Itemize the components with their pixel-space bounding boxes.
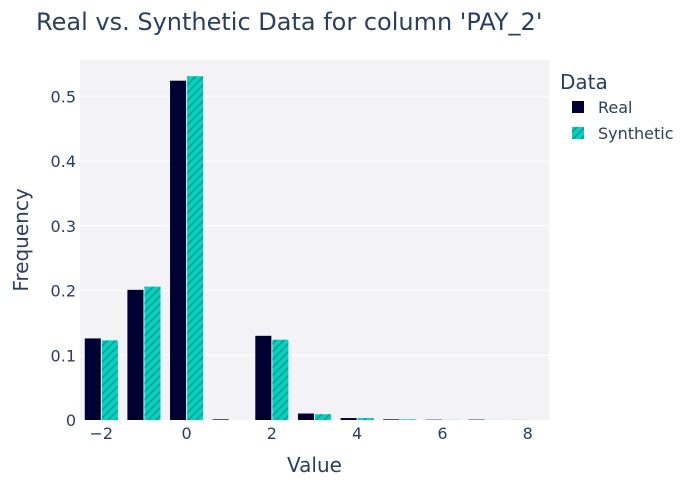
y-tick-label: 0 (66, 411, 76, 430)
bar-real-0[interactable] (170, 80, 187, 420)
bar-real-5[interactable] (383, 419, 400, 420)
bar-synthetic-0[interactable] (187, 76, 204, 421)
x-tick-label: 6 (437, 424, 447, 443)
bars (84, 76, 528, 421)
bar-synthetic-5[interactable] (400, 419, 417, 420)
bar-synthetic--1[interactable] (144, 286, 161, 420)
bar-synthetic-4[interactable] (357, 418, 374, 420)
bar-synthetic-3[interactable] (315, 414, 332, 420)
bar-real-3[interactable] (297, 413, 314, 420)
y-tick-label: 0.4 (51, 152, 76, 171)
x-tick-label: 0 (181, 424, 191, 443)
y-tick-label: 0.2 (51, 282, 76, 301)
chart-title: Real vs. Synthetic Data for column 'PAY_… (36, 8, 542, 36)
bar-synthetic--2[interactable] (101, 340, 118, 420)
x-axis-title: Value (287, 453, 342, 477)
x-axis-ticks: −2 0 2 4 6 8 (90, 424, 533, 443)
bar-real-4[interactable] (340, 418, 357, 420)
legend-label-synthetic[interactable]: Synthetic (598, 124, 674, 143)
bar-real--1[interactable] (127, 289, 144, 420)
x-tick-label: 2 (267, 424, 277, 443)
y-axis-ticks: 0 0.1 0.2 0.3 0.4 0.5 (51, 87, 76, 430)
bar-real-2[interactable] (255, 335, 272, 420)
legend-swatch-real (572, 101, 584, 113)
y-tick-label: 0.1 (51, 346, 76, 365)
y-axis-title: Frequency (9, 188, 33, 291)
bar-real-1[interactable] (212, 419, 229, 420)
x-tick-label: 8 (523, 424, 533, 443)
legend-swatch-synthetic (572, 127, 584, 139)
legend-title: Data (560, 70, 608, 94)
legend[interactable]: Data Real Synthetic (560, 70, 674, 143)
bar-real--2[interactable] (84, 338, 101, 420)
bar-synthetic-2[interactable] (272, 339, 289, 420)
x-tick-label: 4 (352, 424, 362, 443)
y-tick-label: 0.5 (51, 87, 76, 106)
x-tick-label: −2 (90, 424, 114, 443)
legend-label-real[interactable]: Real (598, 98, 633, 117)
y-tick-label: 0.3 (51, 217, 76, 236)
